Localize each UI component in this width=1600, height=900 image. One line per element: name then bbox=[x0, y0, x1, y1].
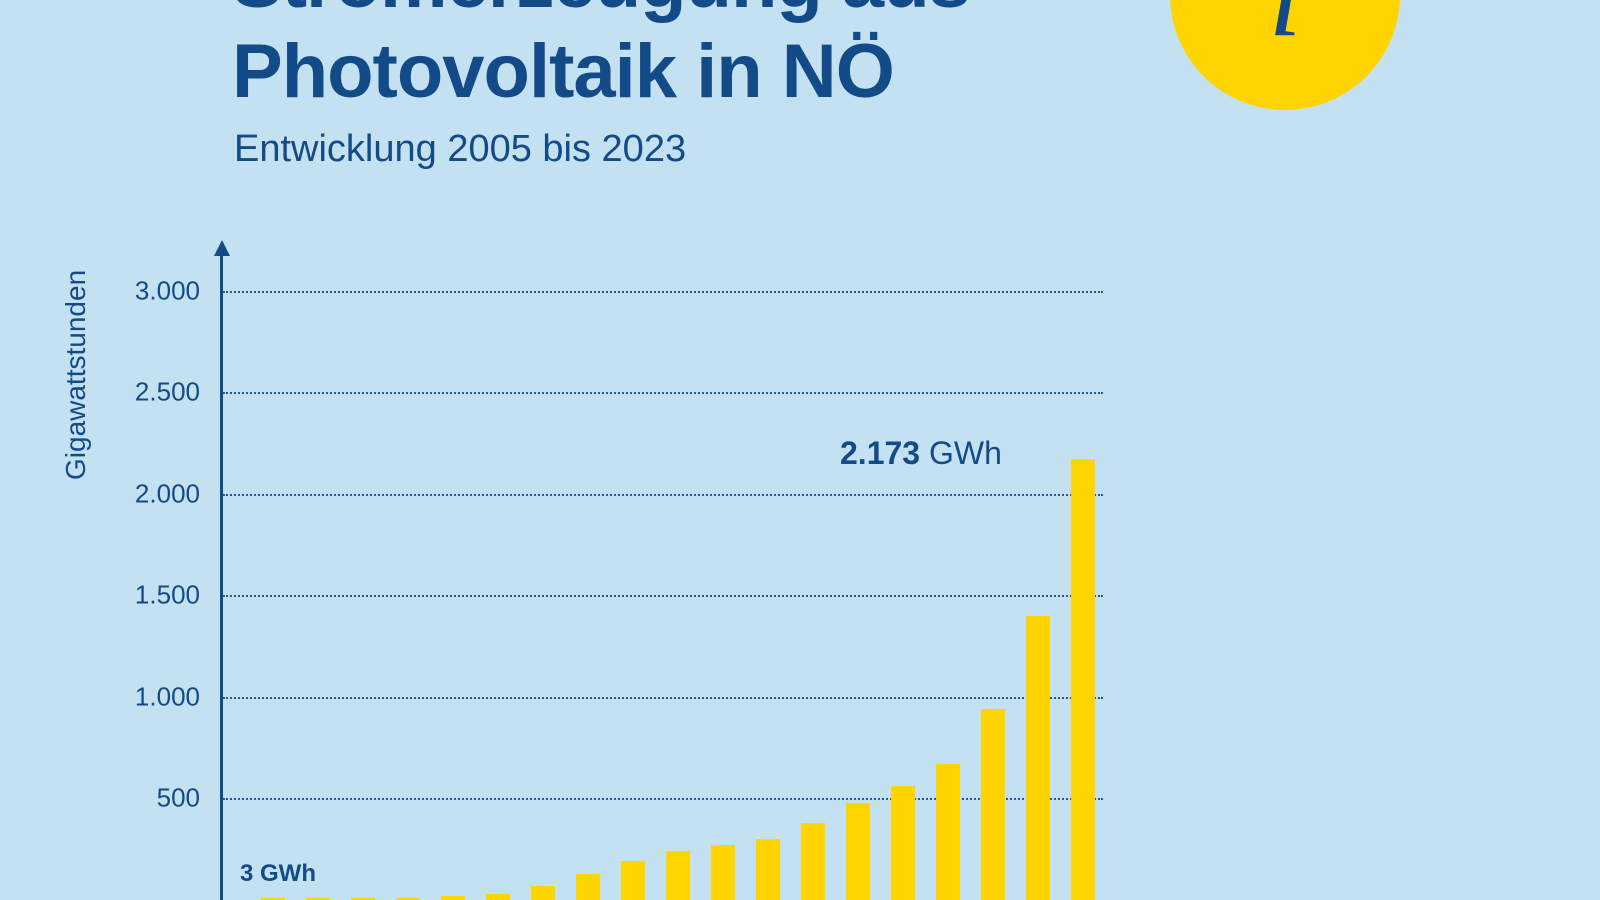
y-tick-label: 1.500 bbox=[90, 580, 200, 611]
info-badge-letter: i bbox=[1268, 0, 1301, 64]
y-axis-title: Gigawattstunden bbox=[60, 270, 92, 480]
y-axis-line bbox=[220, 250, 223, 900]
bar bbox=[1071, 459, 1095, 900]
bar bbox=[1026, 616, 1050, 900]
bar bbox=[981, 709, 1005, 900]
info-badge: i bbox=[1170, 0, 1400, 110]
y-tick-label: 3.000 bbox=[90, 275, 200, 306]
bar bbox=[531, 886, 555, 900]
y-tick-label: 500 bbox=[90, 783, 200, 814]
bar bbox=[936, 764, 960, 900]
callout-max-unit: GWh bbox=[929, 435, 1002, 471]
bar bbox=[801, 823, 825, 900]
bar bbox=[621, 861, 645, 900]
bar bbox=[711, 845, 735, 900]
callout-min-value: 3 GWh bbox=[240, 860, 316, 888]
y-tick-label: 2.000 bbox=[90, 478, 200, 509]
bar bbox=[666, 851, 690, 900]
gridline bbox=[223, 798, 1103, 800]
y-axis-arrow-icon bbox=[214, 240, 230, 256]
gridline bbox=[223, 595, 1103, 597]
infographic-canvas: i Stromerzeugung aus Photovoltaik in NÖ … bbox=[0, 0, 1600, 900]
y-tick-label: 1.000 bbox=[90, 681, 200, 712]
callout-max-number: 2.173 bbox=[840, 435, 920, 471]
bar bbox=[891, 786, 915, 900]
gridline bbox=[223, 494, 1103, 496]
bar bbox=[486, 894, 510, 900]
gridline bbox=[223, 697, 1103, 699]
subtitle: Entwicklung 2005 bis 2023 bbox=[234, 128, 686, 171]
bar bbox=[576, 874, 600, 900]
gridline bbox=[223, 392, 1103, 394]
gridline bbox=[223, 291, 1103, 293]
title-line-2: Photovoltaik in NÖ bbox=[232, 28, 894, 115]
bar bbox=[846, 803, 870, 900]
bar bbox=[756, 839, 780, 900]
y-tick-label: 2.500 bbox=[90, 377, 200, 408]
bar-chart: 2.173 GWh 3 GWh bbox=[220, 250, 1110, 900]
bar bbox=[441, 896, 465, 900]
title-line-1: Stromerzeugung aus bbox=[232, 0, 970, 25]
callout-max-value: 2.173 GWh bbox=[840, 435, 1002, 472]
